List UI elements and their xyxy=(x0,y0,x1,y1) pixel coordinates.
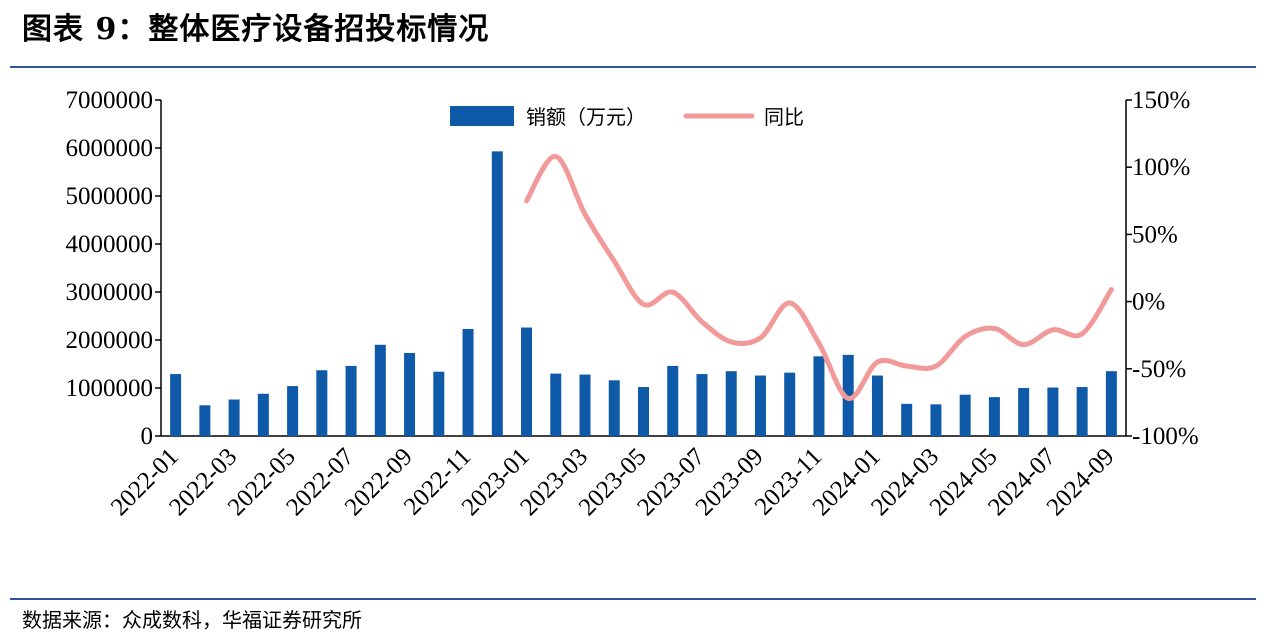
y-right-tick-label: -100% xyxy=(1132,423,1199,450)
bar xyxy=(754,375,766,436)
bar xyxy=(257,393,269,436)
bar xyxy=(842,354,854,436)
bar xyxy=(959,394,971,436)
y-left-tick-label: 6000000 xyxy=(66,135,154,162)
figure-title: 图表 9：整体医疗设备招投标情况 xyxy=(22,12,490,47)
legend-bar-swatch xyxy=(450,106,514,126)
bar xyxy=(316,370,328,436)
bar xyxy=(1076,387,1088,436)
y-right-tick-label: 0% xyxy=(1132,289,1165,316)
bar xyxy=(725,371,737,436)
bar xyxy=(550,373,562,436)
bar xyxy=(813,356,825,436)
y-left-tick-label: 4000000 xyxy=(66,231,154,258)
y-left-tick-label: 7000000 xyxy=(66,87,154,114)
bar xyxy=(228,399,240,436)
bar xyxy=(374,344,386,436)
y-left-tick-label: 5000000 xyxy=(66,183,154,210)
line-series-yoy xyxy=(524,153,1114,401)
bar xyxy=(433,371,445,436)
bar xyxy=(608,380,620,436)
y-right-tick-label: 100% xyxy=(1132,154,1190,181)
bar xyxy=(491,151,503,437)
legend-bar-label: 销额（万元） xyxy=(526,105,646,129)
bar xyxy=(667,365,679,436)
bar xyxy=(287,386,299,436)
bar xyxy=(404,352,416,436)
y-left-tick-label: 2000000 xyxy=(66,327,154,354)
bar xyxy=(901,403,913,436)
y-left-tick-label: 3000000 xyxy=(66,279,154,306)
source-note: 数据来源：众成数科，华福证券研究所 xyxy=(22,608,362,632)
bar xyxy=(462,328,474,436)
bar xyxy=(930,404,942,436)
bottom-rule xyxy=(10,598,1256,600)
bar xyxy=(1105,371,1117,436)
bar xyxy=(579,374,591,436)
bar xyxy=(170,374,182,436)
y-right-tick-label: -50% xyxy=(1132,356,1186,383)
y-right-tick-label: 50% xyxy=(1132,221,1178,248)
legend-line-label: 同比 xyxy=(764,105,804,129)
bar xyxy=(988,397,1000,436)
bar xyxy=(521,327,533,436)
bar xyxy=(871,375,883,436)
bar xyxy=(784,372,796,436)
chart: 0 1000000 2000000 3000000 4000000 5000000 6000… xyxy=(66,87,1199,521)
y-right-tick-label: 150% xyxy=(1132,87,1190,114)
bar xyxy=(199,405,211,436)
bar xyxy=(345,365,357,436)
bar xyxy=(1018,388,1030,436)
bar xyxy=(696,374,708,436)
bar xyxy=(638,387,649,436)
y-left-tick-label: 1000000 xyxy=(66,375,154,402)
top-rule xyxy=(10,66,1256,68)
y-left-tick-label: 0 xyxy=(141,423,154,450)
bar xyxy=(1047,387,1059,436)
